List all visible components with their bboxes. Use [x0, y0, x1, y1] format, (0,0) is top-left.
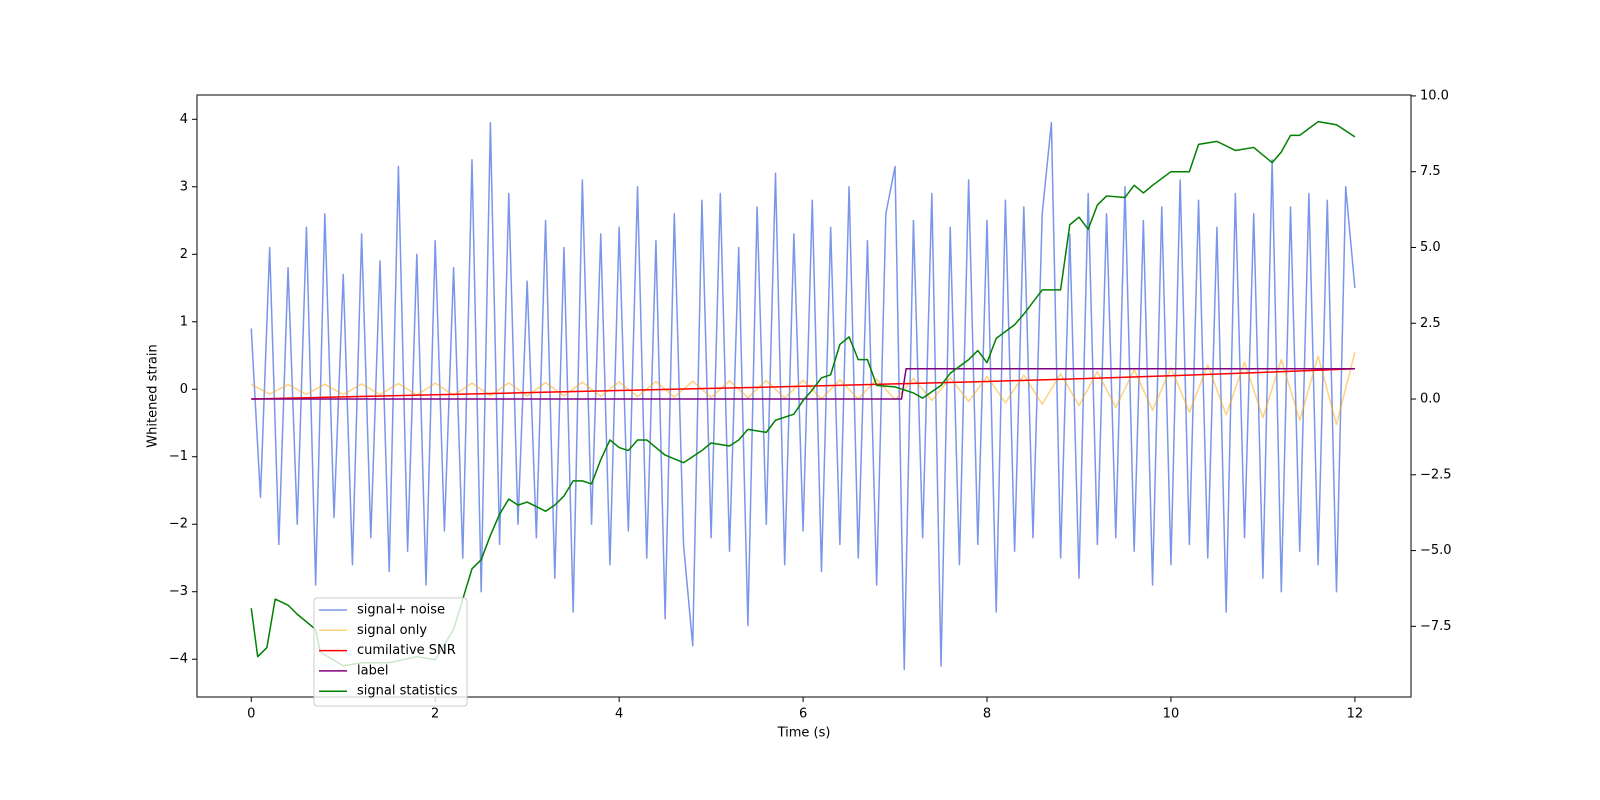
series-line — [250, 120, 1356, 667]
y2-tick-label: −7.5 — [1420, 619, 1452, 634]
y2-tick-label: −2.5 — [1420, 467, 1452, 482]
y2-tick-label: −5.0 — [1420, 543, 1452, 558]
y-tick-label: −3 — [169, 584, 188, 599]
x-tick-label: 12 — [1347, 707, 1364, 722]
series-line — [250, 121, 1356, 671]
x-tick-label: 6 — [799, 707, 807, 722]
axes-frame — [196, 94, 1412, 698]
legend-label: label — [357, 663, 388, 678]
series-line — [251, 367, 1355, 400]
plot-area — [250, 120, 1356, 671]
y2-tick-label: 2.5 — [1420, 316, 1441, 331]
y2-tick-label: 5.0 — [1420, 240, 1441, 255]
legend-label: cumilative SNR — [357, 643, 456, 658]
y-tick-label: 0 — [180, 382, 188, 397]
x-tick-label: 4 — [615, 707, 623, 722]
y-tick-label: 1 — [180, 314, 188, 329]
y2-tick-label: 10.0 — [1420, 88, 1449, 103]
series-line — [251, 367, 1355, 400]
legend-label: signal statistics — [357, 684, 458, 699]
legend-label: signal only — [357, 623, 427, 638]
legend-box — [313, 597, 468, 707]
y2-tick-label: 0.0 — [1420, 392, 1441, 407]
x-tick-label: 8 — [983, 707, 991, 722]
y2-tick-label: 7.5 — [1420, 164, 1441, 179]
y-tick-label: −4 — [169, 652, 188, 667]
series-line — [250, 351, 1356, 426]
x-tick-label: 0 — [247, 707, 255, 722]
x-axis-label: Time (s) — [777, 726, 831, 741]
y-tick-label: −1 — [169, 449, 188, 464]
y-tick-label: −2 — [169, 517, 188, 532]
x-tick-label: 2 — [431, 707, 439, 722]
y-axis-label: Whitened strain — [146, 344, 161, 447]
y-tick-label: 3 — [180, 179, 188, 194]
legend-label: signal+ noise — [357, 603, 445, 618]
x-tick-label: 10 — [1163, 707, 1180, 722]
y-tick-label: 2 — [180, 247, 188, 262]
y-tick-label: 4 — [180, 112, 188, 127]
